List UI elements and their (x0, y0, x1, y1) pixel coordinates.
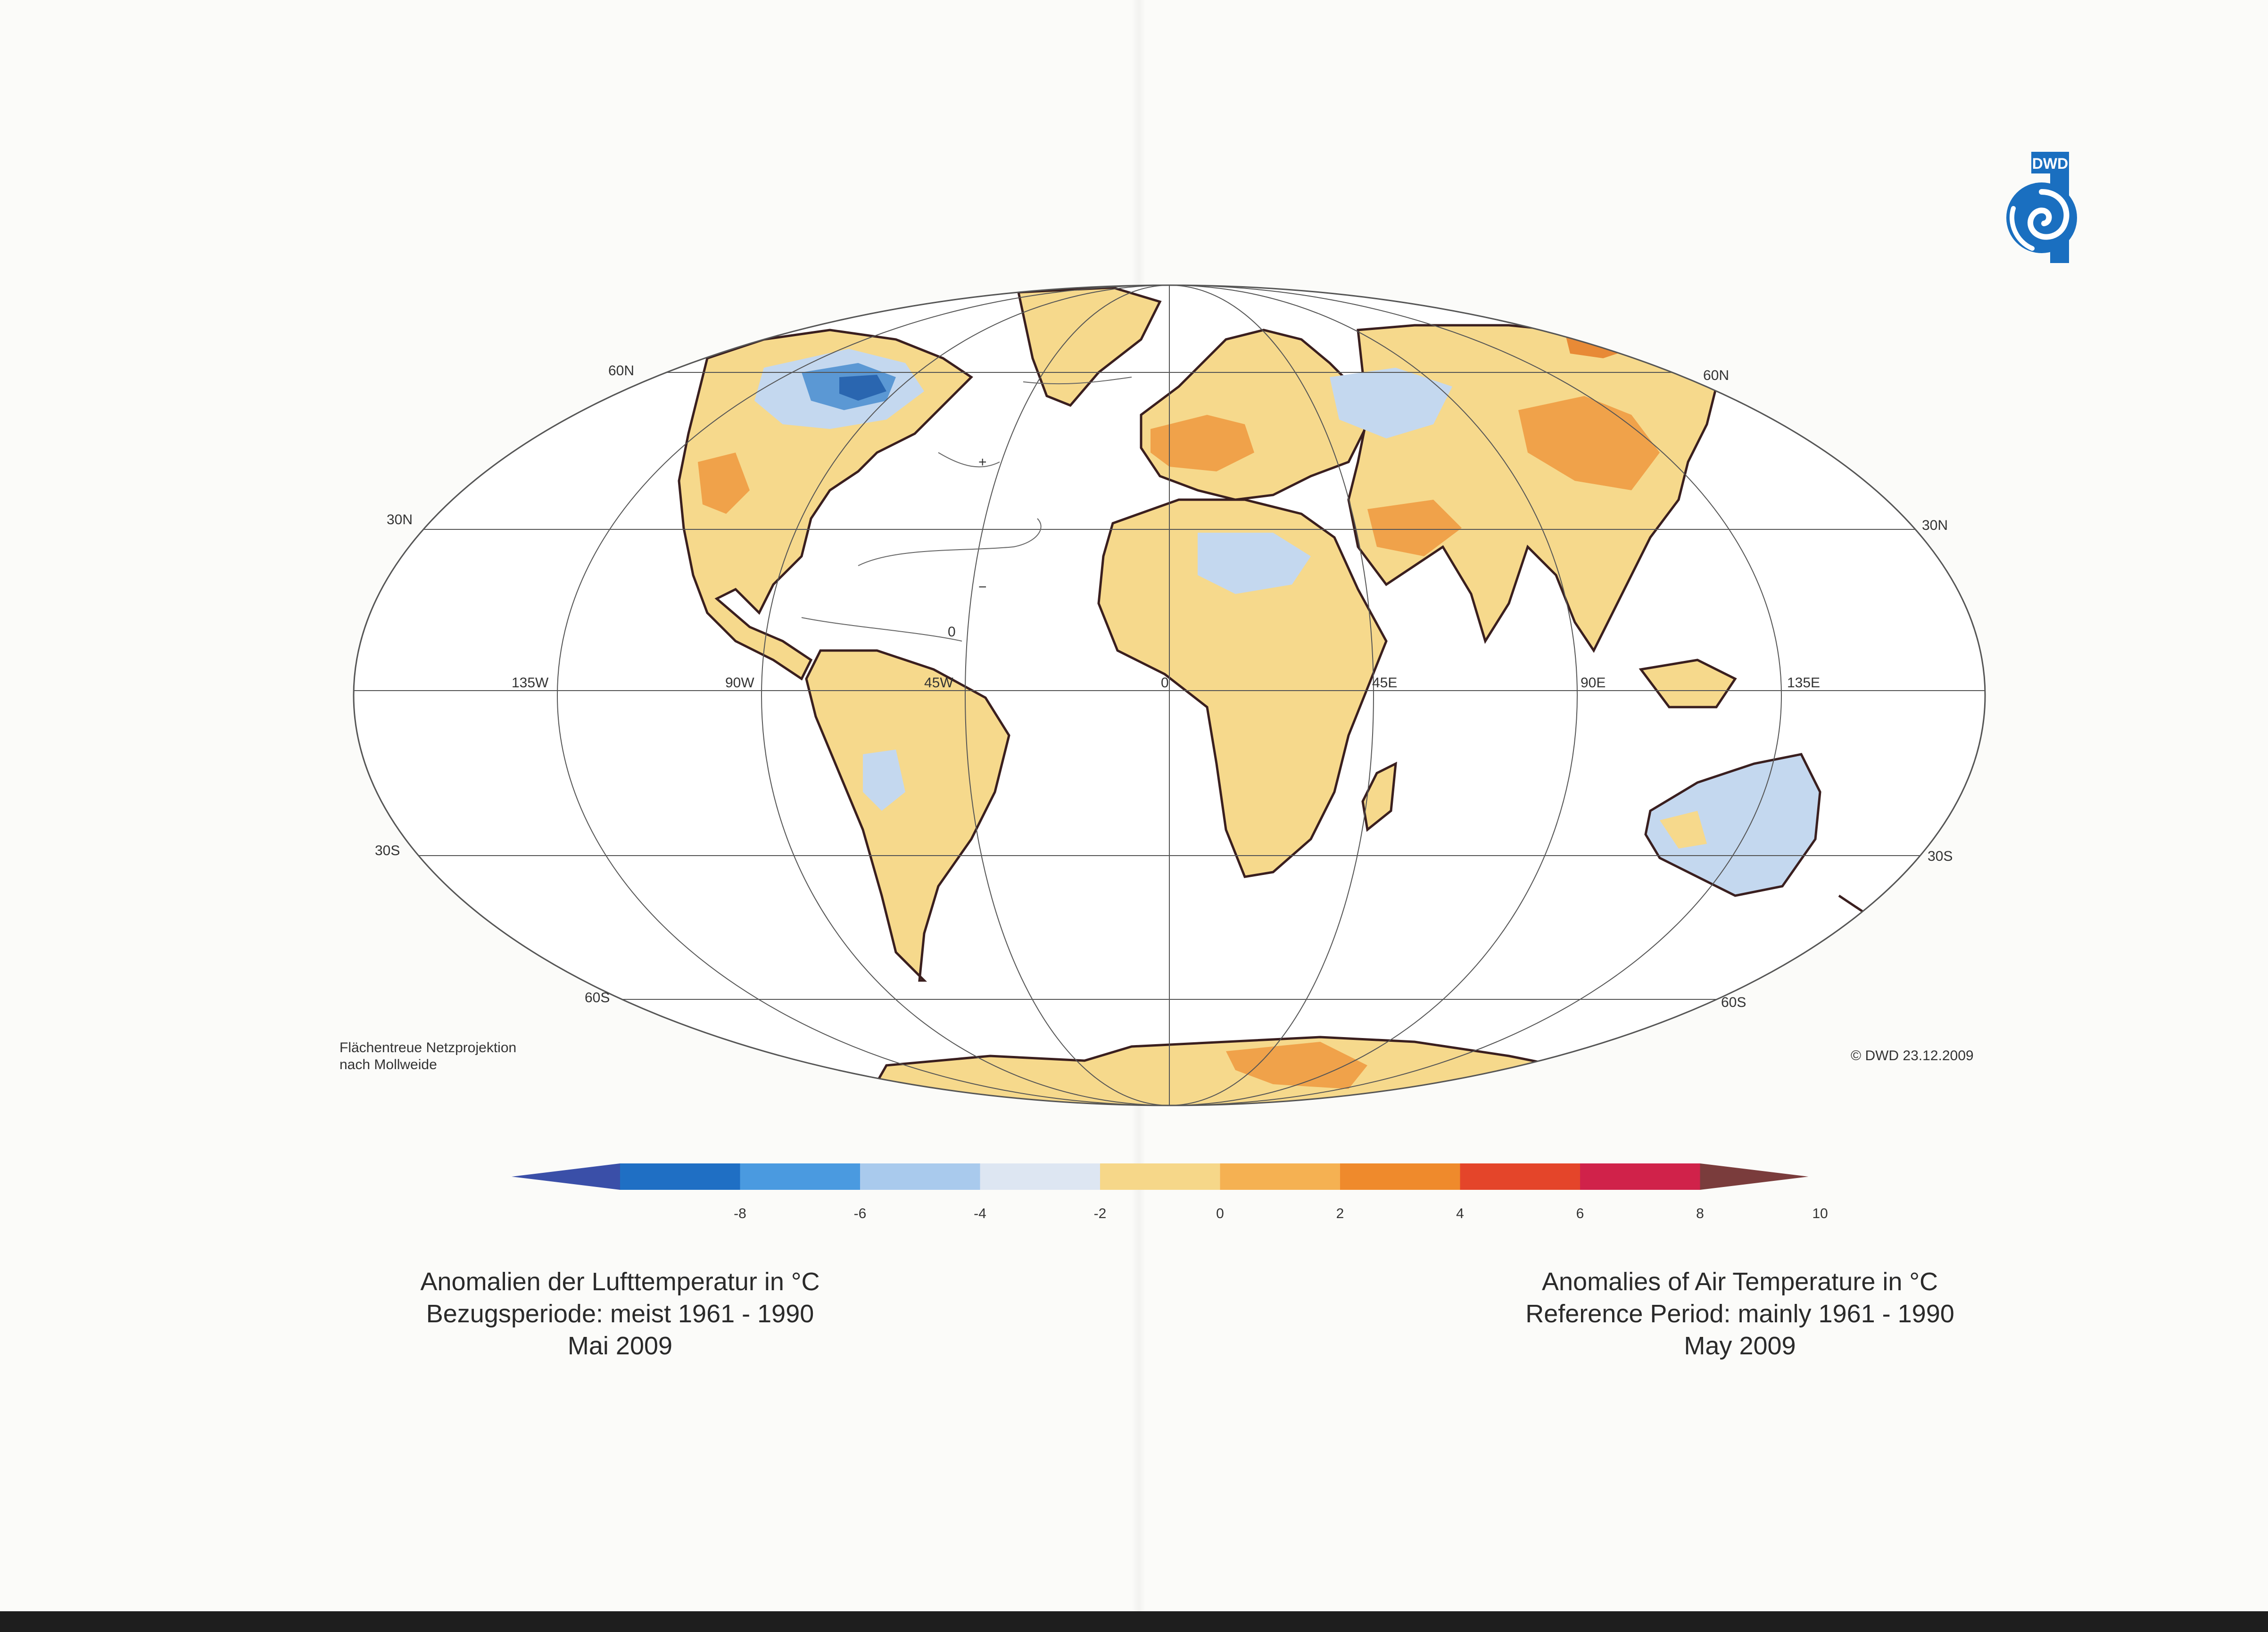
southeast-asia-islands (1639, 659, 1737, 709)
contour-label-zero: 0 (948, 624, 956, 640)
caption-en-line-2: Reference Period: mainly 1961 - 1990 (1525, 1300, 1954, 1328)
dwd-logo-text: DWD (2032, 155, 2068, 172)
lat-30n-right: 30N (1922, 518, 1948, 533)
legend-swatch (1340, 1163, 1460, 1190)
graticule (354, 285, 1985, 1105)
caption-english: Anomalies of Air Temperature in °C Refer… (1448, 1266, 2032, 1362)
caption-de-line-1: Anomalien der Lufttemperatur in °C (420, 1268, 820, 1296)
legend-tick-label: 2 (1336, 1206, 1344, 1221)
legend-swatch (1580, 1163, 1700, 1190)
dwd-logo: DWD (1995, 152, 2079, 267)
meridian-90 (761, 285, 1578, 1105)
scanner-edge-bar (0, 1611, 2268, 1632)
legend-tick-label: -4 (974, 1206, 986, 1221)
siberia-warm-area (1518, 396, 1660, 490)
land-masses (678, 286, 1869, 1105)
australia-warm-area (1660, 811, 1707, 849)
legend-tick-label: 10 (1812, 1206, 1828, 1221)
europe-warm-area (1151, 415, 1254, 471)
legend-swatch (860, 1163, 980, 1190)
lat-30s-left: 30S (375, 843, 400, 858)
caption-de-line-2: Bezugsperiode: meist 1961 - 1990 (426, 1300, 814, 1328)
contour-line (801, 617, 962, 642)
lat-60s-right: 60S (1721, 995, 1746, 1010)
legend-tick-label: -8 (734, 1206, 746, 1221)
legend-tick-label: 6 (1576, 1206, 1584, 1221)
legend-arrow-low (512, 1163, 620, 1190)
antarctica-warm-area (1226, 1042, 1367, 1089)
lat-60s-left: 60S (585, 990, 610, 1006)
caption-en-line-1: Anomalies of Air Temperature in °C (1542, 1268, 1938, 1296)
globe-outline (353, 284, 1986, 1106)
lon-0: 0 (1161, 675, 1169, 691)
central-asia-cool-area (1330, 368, 1452, 438)
south-america-cool-area (863, 750, 905, 811)
lat-30n-left: 30N (387, 512, 413, 528)
color-legend: -8 -6 -4 -2 0 2 4 6 8 10 (512, 1163, 1828, 1221)
legend-swatch (740, 1163, 860, 1190)
south-america (805, 649, 1010, 982)
legend-tick-label: 4 (1456, 1206, 1464, 1221)
contour-label-plus: + (978, 454, 987, 470)
latitude-labels: 60N 60N 30N 30N 30S 30S 60S 60S (375, 363, 1953, 1010)
legend-swatch (1100, 1163, 1220, 1190)
lon-90e: 90E (1581, 675, 1606, 691)
legend-arrow-high (1700, 1163, 1809, 1190)
contour-line (1023, 377, 1132, 385)
legend-swatch (1460, 1163, 1580, 1190)
lat-30s-right: 30S (1928, 849, 1953, 864)
meridian-45 (965, 285, 1374, 1105)
contour-line (858, 518, 1042, 566)
legend-swatch (1220, 1163, 1340, 1190)
canada-coldest-core (839, 375, 886, 401)
lon-90w: 90W (725, 675, 754, 691)
north-america (678, 329, 973, 681)
caption-de-line-3: Mai 2009 (567, 1332, 673, 1360)
madagascar (1361, 761, 1397, 832)
legend-swatch (620, 1163, 740, 1190)
zero-contours (801, 377, 1132, 642)
legend-tick-label: -6 (854, 1206, 867, 1221)
africa (1097, 498, 1388, 878)
caption-en-line-3: May 2009 (1684, 1332, 1796, 1360)
longitude-labels: 135W 90W 45W 0 45E 90E 135E (512, 675, 1820, 691)
legend-tick-label: 0 (1216, 1206, 1224, 1221)
legend-tick-label: 8 (1696, 1206, 1704, 1221)
legend-tick-label: -2 (1094, 1206, 1107, 1221)
australia (1644, 753, 1821, 897)
antarctica (846, 1036, 1557, 1105)
dwd-logo-icon: DWD (2006, 152, 2077, 263)
legend-swatch (980, 1163, 1100, 1190)
usa-west-warm (698, 453, 750, 514)
lat-60n-left: 60N (608, 363, 634, 379)
lat-60n-right: 60N (1703, 368, 1729, 383)
projection-note: Flächentreue Netzprojektion nach Mollwei… (339, 1039, 516, 1073)
contour-label-minus: − (978, 579, 987, 595)
contour-line (938, 452, 1000, 468)
projection-note-line-1: Flächentreue Netzprojektion (339, 1040, 517, 1055)
lon-45e: 45E (1372, 675, 1397, 691)
caption-german: Anomalien der Lufttemperatur in °C Bezug… (330, 1266, 910, 1362)
africa-cool-area (1198, 533, 1311, 594)
copyright-note: © DWD 23.12.2009 (1851, 1048, 1974, 1063)
meridian-135 (557, 285, 1782, 1105)
lon-45w: 45W (924, 675, 953, 691)
lon-135w: 135W (512, 675, 549, 691)
lon-135e: 135E (1787, 675, 1820, 691)
arabia-warm-area (1367, 500, 1462, 556)
projection-note-line-2: nach Mollweide (339, 1057, 437, 1072)
